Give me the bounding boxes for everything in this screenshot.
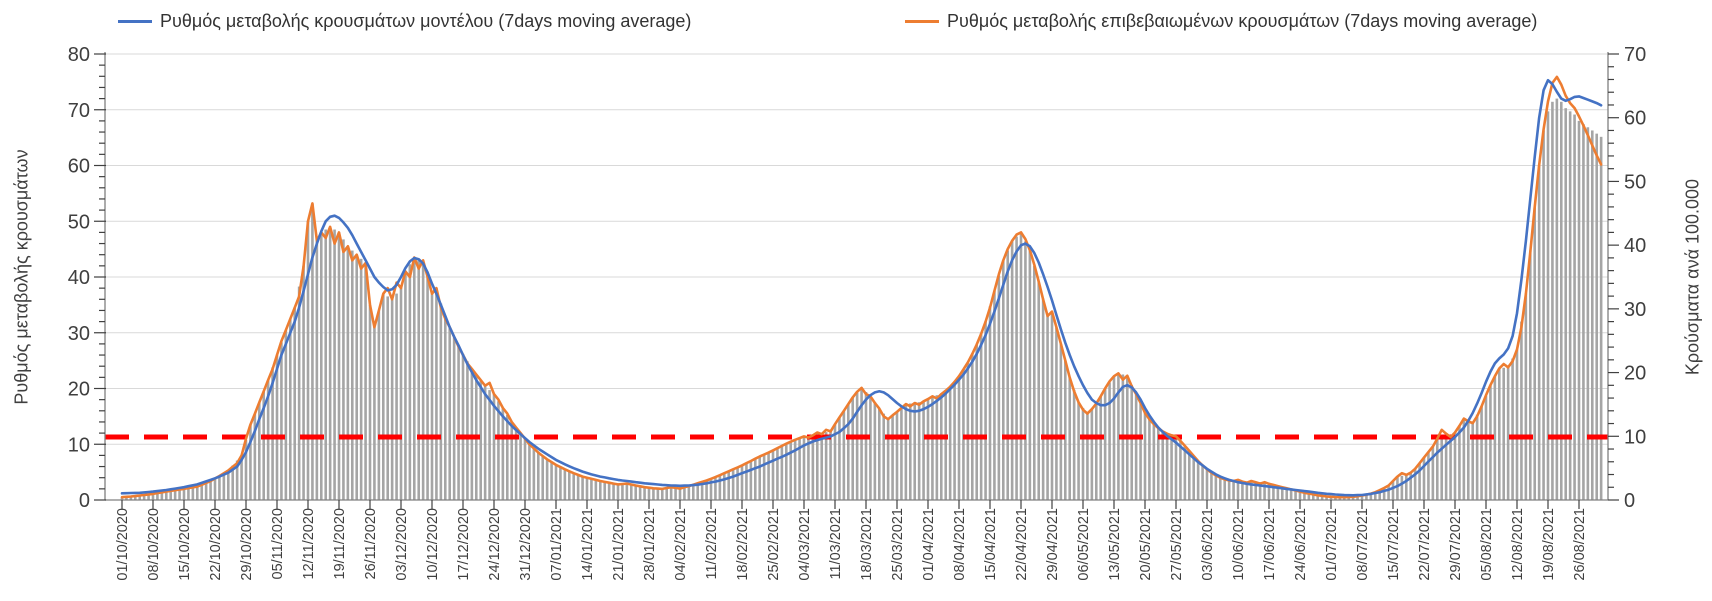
x-tick-label: 10/12/2020 [425, 508, 441, 581]
y-left-tick-label: 60 [68, 156, 90, 178]
x-tick-label: 12/08/2021 [1510, 508, 1526, 581]
x-tick-label: 05/08/2021 [1479, 508, 1495, 581]
x-tick-label: 31/12/2020 [518, 508, 534, 581]
x-tick-label: 26/11/2020 [363, 508, 379, 580]
x-tick-label: 19/11/2020 [332, 508, 348, 580]
x-tick-label: 08/10/2020 [146, 508, 162, 581]
y-right-tick-label: 0 [1624, 490, 1635, 512]
model-line-marker-icon [118, 19, 152, 23]
x-tick-label: 08/07/2021 [1355, 508, 1371, 581]
x-tick-label: 12/11/2020 [301, 508, 317, 580]
x-tick-label: 29/10/2020 [239, 508, 255, 581]
x-tick-label: 06/05/2021 [1076, 508, 1092, 581]
x-tick-label: 22/07/2021 [1417, 508, 1433, 581]
x-axis-labels: 01/10/2020 08/10/2020 15/10/2020 22/10/2020… [115, 508, 1588, 581]
y-left-tick-label: 40 [68, 267, 90, 289]
y-left-tick-label: 80 [68, 44, 90, 66]
x-tick-label: 18/02/2021 [735, 508, 751, 581]
x-tick-label: 22/10/2020 [208, 508, 224, 581]
model-line [120, 78, 1603, 497]
confirmed-line-marker-icon [905, 19, 939, 23]
y-left-tick-label: 10 [68, 434, 90, 456]
legend-item-model: Ρυθμός μεταβολής κρουσμάτων μοντέλου (7d… [118, 8, 691, 34]
confirmed-line [120, 75, 1603, 499]
x-tick-label: 05/11/2020 [270, 508, 286, 580]
bars-series [120, 98, 1603, 501]
x-tick-label: 18/03/2021 [859, 508, 875, 581]
x-tick-label: 14/01/2021 [580, 508, 596, 581]
legend-label-model: Ρυθμός μεταβολής κρουσμάτων μοντέλου (7d… [160, 10, 692, 31]
x-tick-label: 08/04/2021 [952, 508, 968, 581]
x-tick-label: 04/02/2021 [673, 508, 689, 581]
y-axis-right-labels: 0 10 20 30 40 50 60 70 [1624, 44, 1646, 512]
legend-item-confirmed: Ρυθμός μεταβολής επιβεβαιωμένων κρουσμάτ… [905, 8, 1537, 34]
x-tick-label: 15/07/2021 [1386, 508, 1402, 581]
x-tick-label: 01/07/2021 [1324, 508, 1340, 581]
y-left-tick-label: 0 [79, 490, 90, 512]
x-tick-label: 11/02/2021 [704, 508, 720, 580]
y-left-tick-label: 20 [68, 379, 90, 401]
y-right-tick-label: 20 [1624, 363, 1646, 385]
x-tick-label: 27/05/2021 [1169, 508, 1185, 581]
axis-lines [104, 52, 1609, 501]
y-left-tick-label: 30 [68, 323, 90, 345]
y-right-tick-label: 30 [1624, 299, 1646, 321]
x-tick-label: 17/12/2020 [456, 508, 472, 581]
y-right-tick-label: 70 [1624, 44, 1646, 66]
y-right-tick-label: 60 [1624, 108, 1646, 130]
x-tick-label: 19/08/2021 [1541, 508, 1557, 581]
y-left-tick-label: 50 [68, 211, 90, 233]
x-tick-label: 11/03/2021 [828, 508, 844, 580]
x-tick-label: 26/08/2021 [1572, 508, 1588, 581]
x-tick-label: 13/05/2021 [1107, 508, 1123, 581]
x-tick-label: 24/12/2020 [487, 508, 503, 581]
x-tick-label: 20/05/2021 [1138, 508, 1154, 581]
x-tick-label: 04/03/2021 [797, 508, 813, 581]
x-tick-label: 03/06/2021 [1200, 508, 1216, 581]
y-right-tick-label: 40 [1624, 235, 1646, 257]
x-tick-label: 17/06/2021 [1262, 508, 1278, 581]
axis-ticks [94, 53, 1619, 509]
x-tick-label: 15/10/2020 [177, 508, 193, 581]
y-right-tick-label: 50 [1624, 171, 1646, 193]
x-tick-label: 21/01/2021 [611, 508, 627, 581]
x-tick-label: 24/06/2021 [1293, 508, 1309, 581]
x-tick-label: 25/02/2021 [766, 508, 782, 581]
y-axis-left-labels: 0 10 20 30 40 50 60 70 80 [68, 44, 90, 512]
legend-label-confirmed: Ρυθμός μεταβολής επιβεβαιωμένων κρουσμάτ… [947, 10, 1538, 31]
x-tick-label: 01/04/2021 [921, 508, 937, 581]
x-tick-label: 07/01/2021 [549, 508, 565, 581]
x-tick-label: 29/07/2021 [1448, 508, 1464, 581]
x-tick-label: 10/06/2021 [1231, 508, 1247, 581]
x-tick-label: 22/04/2021 [1014, 508, 1030, 581]
x-tick-label: 01/10/2020 [115, 508, 131, 581]
x-tick-label: 29/04/2021 [1045, 508, 1061, 581]
y-left-tick-label: 70 [68, 100, 90, 122]
x-tick-label: 15/04/2021 [983, 508, 999, 581]
x-tick-label: 28/01/2021 [642, 508, 658, 581]
x-tick-label: 25/03/2021 [890, 508, 906, 581]
y-right-tick-label: 10 [1624, 426, 1646, 448]
x-tick-label: 03/12/2020 [394, 508, 410, 581]
